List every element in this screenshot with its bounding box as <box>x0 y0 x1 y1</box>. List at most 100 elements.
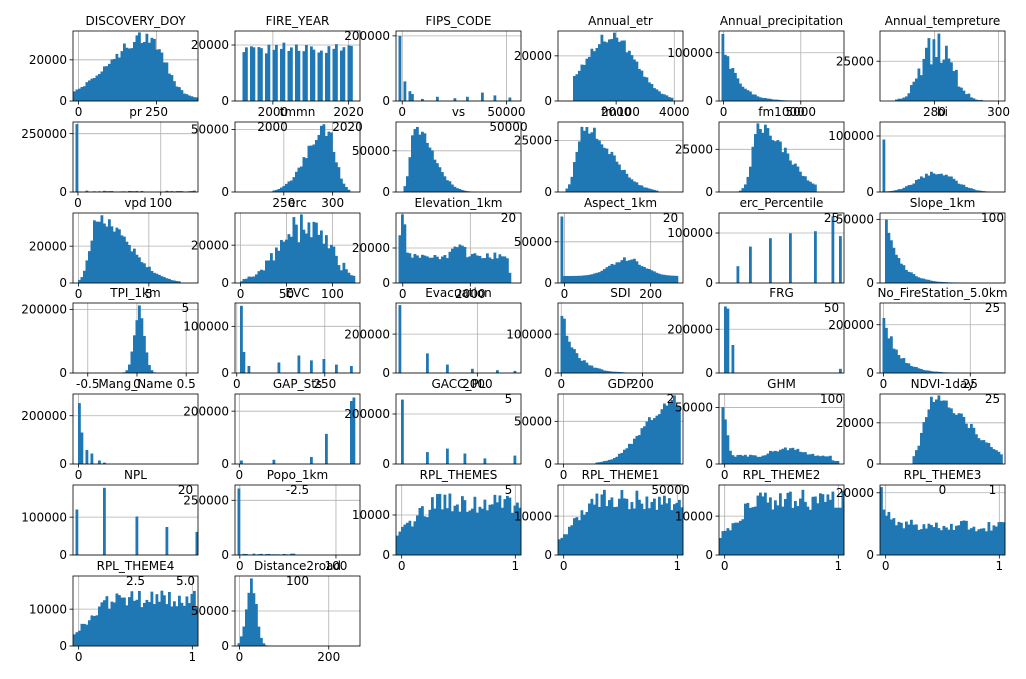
histogram-bar <box>746 176 750 192</box>
histogram-bar <box>335 364 338 373</box>
axes-frame <box>557 393 684 465</box>
histogram-bar <box>595 272 599 283</box>
histogram-bar <box>240 636 243 646</box>
x-tick-label: 0 <box>399 287 407 301</box>
histogram-bar <box>438 167 442 192</box>
histogram-bar <box>628 509 631 555</box>
histogram-bar <box>140 318 144 373</box>
histogram-bar <box>925 528 928 555</box>
histogram-bar <box>558 539 561 555</box>
axes-frame <box>234 212 361 284</box>
histogram-bar <box>568 184 571 192</box>
x-tick-label: 100 <box>321 287 344 301</box>
histogram-panel: -0.5 0 0.5 0 200000 TPI_1km <box>21 286 199 391</box>
histogram-bar <box>741 188 745 192</box>
histogram-bar <box>580 275 584 283</box>
histogram-bar <box>115 53 119 101</box>
histogram-bar <box>598 272 601 283</box>
histogram-bar <box>638 264 641 283</box>
histogram-bar <box>327 46 331 101</box>
histogram-bar <box>766 98 770 101</box>
histogram-bar <box>135 516 139 555</box>
histogram-bar <box>749 166 752 192</box>
histogram-bar <box>295 44 298 101</box>
histogram-bar <box>133 335 136 373</box>
histogram-bar <box>920 529 923 555</box>
histogram-bar <box>433 159 437 192</box>
histogram-bar <box>789 160 792 192</box>
y-tick-label: 0 <box>705 457 713 471</box>
histogram-bar <box>935 522 938 555</box>
axes-frame <box>879 302 1006 374</box>
histogram-bar <box>915 179 918 192</box>
histogram-bar <box>165 527 169 555</box>
histogram-bar <box>920 176 923 192</box>
axes-frame <box>557 121 684 193</box>
histogram-bar <box>250 276 253 283</box>
histogram-bar <box>317 52 321 101</box>
overlapping-tick-label: 50000 <box>651 483 689 497</box>
histogram-bar <box>922 177 926 192</box>
histogram-bar <box>751 146 755 192</box>
histogram-bar <box>965 423 968 464</box>
histogram-bar <box>160 276 164 283</box>
histogram-bar <box>593 273 596 283</box>
histogram-bar <box>811 453 815 464</box>
histogram-bar <box>508 272 512 283</box>
overlapping-tick-label: 5 <box>505 392 513 406</box>
histogram-bar <box>320 50 323 101</box>
histogram-bar <box>168 591 171 646</box>
histogram-bar <box>593 504 596 555</box>
histogram-bar <box>247 366 251 373</box>
histogram-bar <box>774 99 777 101</box>
histogram-bar <box>766 128 770 192</box>
histogram-bar <box>292 177 296 192</box>
histogram-bar <box>970 188 973 192</box>
histogram-bar <box>816 455 820 464</box>
histogram-bar <box>570 275 574 283</box>
histogram-bar <box>123 597 126 646</box>
y-tick-label: 0 <box>382 185 390 199</box>
x-tick-label: 0 <box>237 287 245 301</box>
histogram-bar <box>754 134 757 192</box>
y-tick-label: 50000 <box>675 401 713 415</box>
histogram-bar <box>645 187 649 192</box>
histogram-bar <box>90 240 94 283</box>
histogram-bar <box>907 363 911 373</box>
histogram-bar <box>630 259 634 283</box>
histogram-bar <box>145 599 149 646</box>
histogram-bar <box>741 86 745 101</box>
histogram-bar <box>155 273 159 283</box>
histogram-bar <box>327 131 331 192</box>
histogram-bar <box>120 597 124 646</box>
histogram-bar <box>930 371 933 373</box>
histogram-bar <box>183 605 186 646</box>
histogram-bar <box>595 48 599 101</box>
histogram-bar <box>337 167 341 192</box>
histogram-bar <box>942 400 946 464</box>
histogram-bar <box>653 88 656 101</box>
histogram-bar <box>809 509 812 555</box>
histogram-bar <box>242 52 246 101</box>
histogram-bar <box>726 435 730 464</box>
histogram-bar <box>325 433 328 464</box>
histogram-bar <box>985 442 988 464</box>
histogram-bar <box>905 521 908 555</box>
histogram-bar <box>575 517 579 555</box>
histogram-bar <box>130 351 134 373</box>
histogram-bar <box>115 593 119 646</box>
histogram-bar <box>347 272 351 283</box>
histogram-bar <box>113 231 116 283</box>
histogram-bar <box>960 184 963 192</box>
overlapping-tick-label: 1 <box>989 483 997 497</box>
panel-title: pr <box>129 105 142 119</box>
histogram-bar <box>741 519 745 555</box>
histogram-bar <box>590 498 594 555</box>
histogram-bar <box>997 522 1001 555</box>
histogram-bar <box>332 151 336 192</box>
panel-title: bi <box>937 105 948 119</box>
y-tick-label: 200000 <box>667 322 713 336</box>
histogram-bar <box>423 516 427 555</box>
histogram-bar <box>940 281 943 283</box>
histogram-bar <box>466 257 469 283</box>
